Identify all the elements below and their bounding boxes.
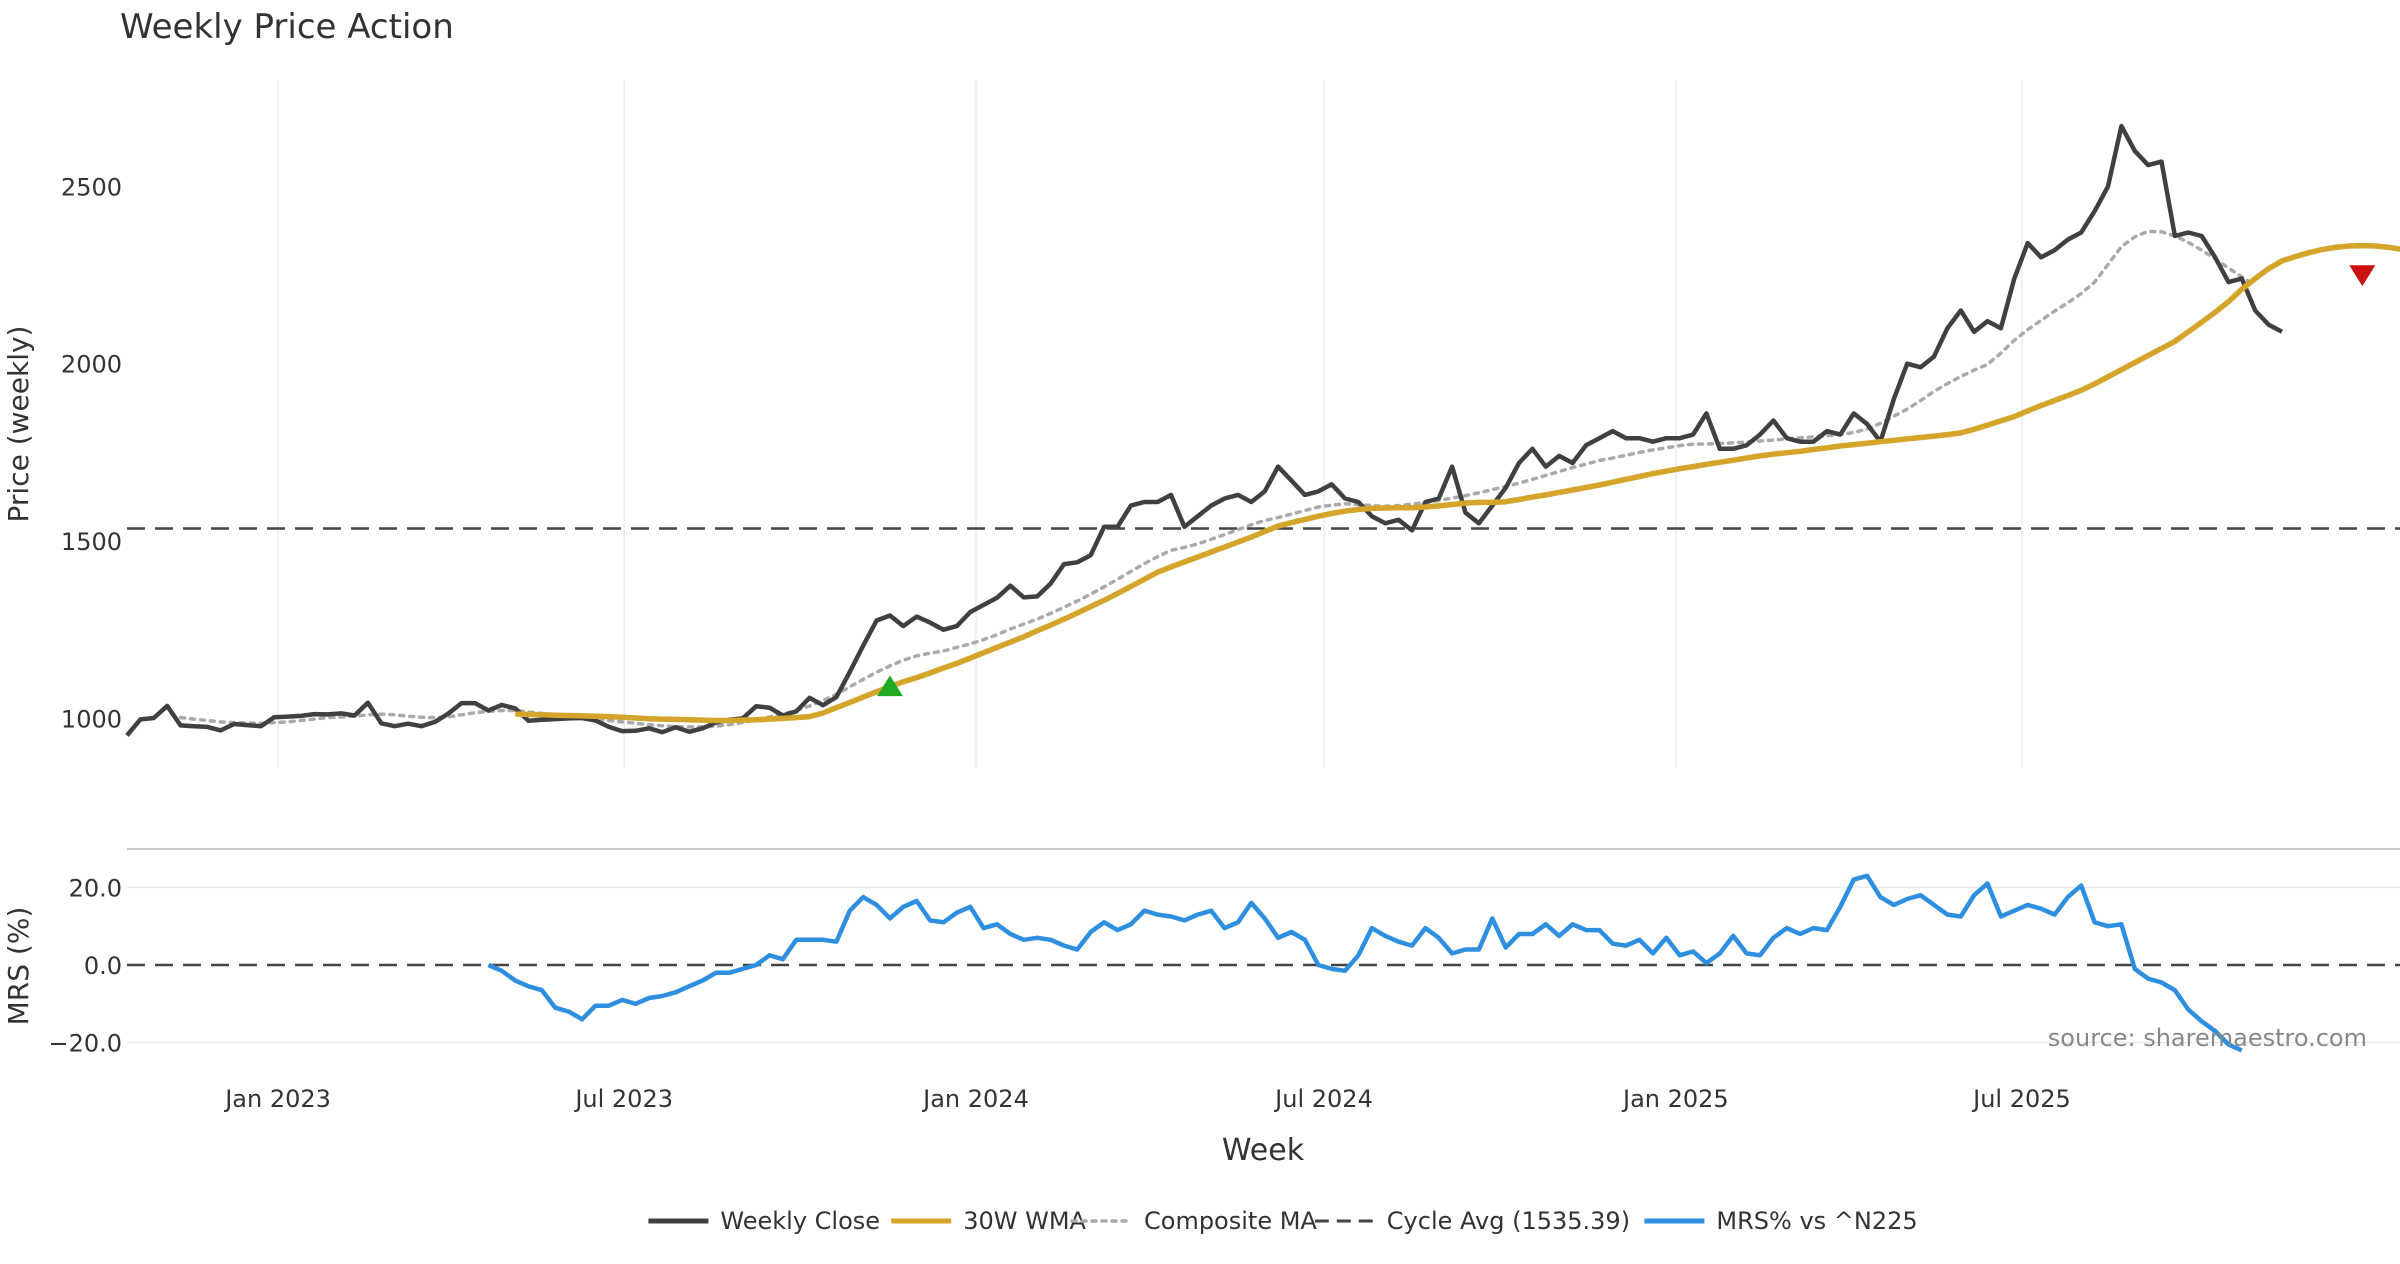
x-tick-label: Jan 2025 (1621, 1085, 1729, 1113)
x-tick-label: Jul 2025 (1971, 1085, 2071, 1113)
mrs-y-axis-label: MRS (%) (2, 907, 35, 1026)
mrs-y-tick-label: −20.0 (48, 1030, 122, 1058)
mrs-gridlines (127, 886, 2400, 1044)
legend-label: 30W WMA (963, 1207, 1086, 1235)
weekly-close-line (125, 123, 2284, 737)
legend-item: MRS% vs ^N225 (1644, 1207, 1918, 1235)
x-axis-label: Week (1222, 1133, 1305, 1168)
mrs-series-group (127, 873, 2400, 1053)
legend-label: MRS% vs ^N225 (1716, 1207, 1917, 1235)
price-series-group (125, 123, 2400, 737)
x-tick-label: Jan 2024 (921, 1085, 1029, 1113)
mrs-line (487, 873, 2243, 1053)
legend-label: Cycle Avg (1535.39) (1387, 1207, 1630, 1235)
composite-ma-line (178, 229, 2257, 729)
legend-label: Weekly Close (720, 1207, 880, 1235)
price-y-tick-label: 1000 (61, 705, 122, 733)
legend-item: Composite MA (1070, 1207, 1317, 1235)
legend-item: Cycle Avg (1535.39) (1314, 1207, 1630, 1235)
x-tick-label: Jan 2023 (223, 1085, 331, 1113)
chart-title: Weekly Price Action (120, 7, 454, 47)
legend: Weekly Close 30W WMA Composite MA Cycle Avg… (648, 1207, 1918, 1235)
x-tick-label: Jul 2024 (1273, 1085, 1373, 1113)
price-y-tick-label: 2000 (61, 351, 122, 379)
legend-label: Composite MA (1144, 1207, 1317, 1235)
sell-signal-marker (2349, 265, 2376, 287)
mrs-y-ticks: 20.0 0.0 −20.0 (48, 874, 122, 1057)
mrs-y-tick-label: 0.0 (84, 952, 122, 980)
buy-signal-marker (876, 675, 903, 697)
mrs-y-tick-label: 20.0 (69, 874, 122, 902)
price-y-axis-label: Price (weekly) (2, 326, 35, 523)
signal-markers (876, 265, 2376, 697)
price-gridlines (277, 80, 2023, 768)
price-y-tick-label: 1500 (61, 528, 122, 556)
x-ticks: Jan 2023 Jul 2023 Jan 2024 Jul 2024 Jan 2025… (223, 1085, 2071, 1113)
wma-30w-line (515, 242, 2400, 724)
price-y-ticks: 1000 1500 2000 2500 (61, 173, 122, 733)
legend-item: Weekly Close (648, 1207, 880, 1235)
source-note: source: sharemaestro.com (2048, 1024, 2367, 1052)
x-tick-label: Jul 2023 (573, 1085, 673, 1113)
legend-item: 30W WMA (891, 1207, 1087, 1235)
price-y-tick-label: 2500 (61, 173, 122, 201)
